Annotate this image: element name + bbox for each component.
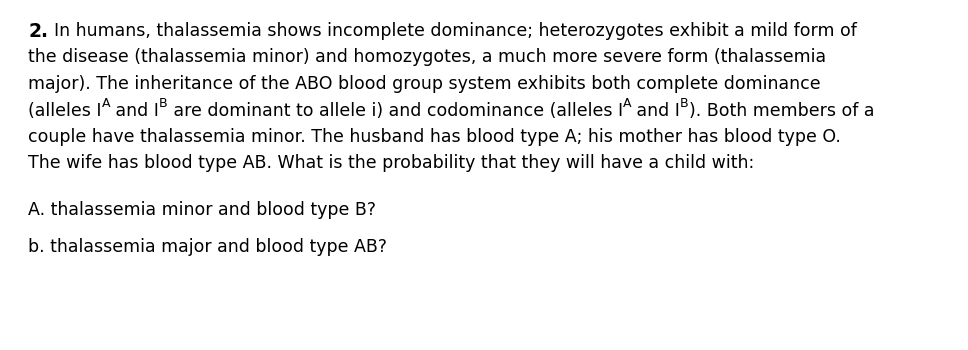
Text: (alleles I: (alleles I xyxy=(28,102,102,119)
Text: the disease (thalassemia minor) and homozygotes, a much more severe form (thalas: the disease (thalassemia minor) and homo… xyxy=(28,49,826,66)
Text: 2.: 2. xyxy=(28,22,48,41)
Text: couple have thalassemia minor. The husband has blood type A; his mother has bloo: couple have thalassemia minor. The husba… xyxy=(28,128,841,146)
Text: major). The inheritance of the ABO blood group system exhibits both complete dom: major). The inheritance of the ABO blood… xyxy=(28,75,821,93)
Text: are dominant to allele i) and codominance (alleles I: are dominant to allele i) and codominanc… xyxy=(167,102,622,119)
Text: b. thalassemia major and blood type AB?: b. thalassemia major and blood type AB? xyxy=(28,238,387,256)
Text: A: A xyxy=(102,97,110,110)
Text: ). Both members of a: ). Both members of a xyxy=(688,102,874,119)
Text: and I: and I xyxy=(631,102,680,119)
Text: The wife has blood type AB. What is the probability that they will have a child : The wife has blood type AB. What is the … xyxy=(28,154,754,173)
Text: and I: and I xyxy=(110,102,159,119)
Text: B: B xyxy=(159,97,167,110)
Text: In humans, thalassemia shows incomplete dominance; heterozygotes exhibit a mild : In humans, thalassemia shows incomplete … xyxy=(53,22,857,40)
Text: A: A xyxy=(622,97,631,110)
Text: A. thalassemia minor and blood type B?: A. thalassemia minor and blood type B? xyxy=(28,201,376,219)
Text: B: B xyxy=(680,97,688,110)
